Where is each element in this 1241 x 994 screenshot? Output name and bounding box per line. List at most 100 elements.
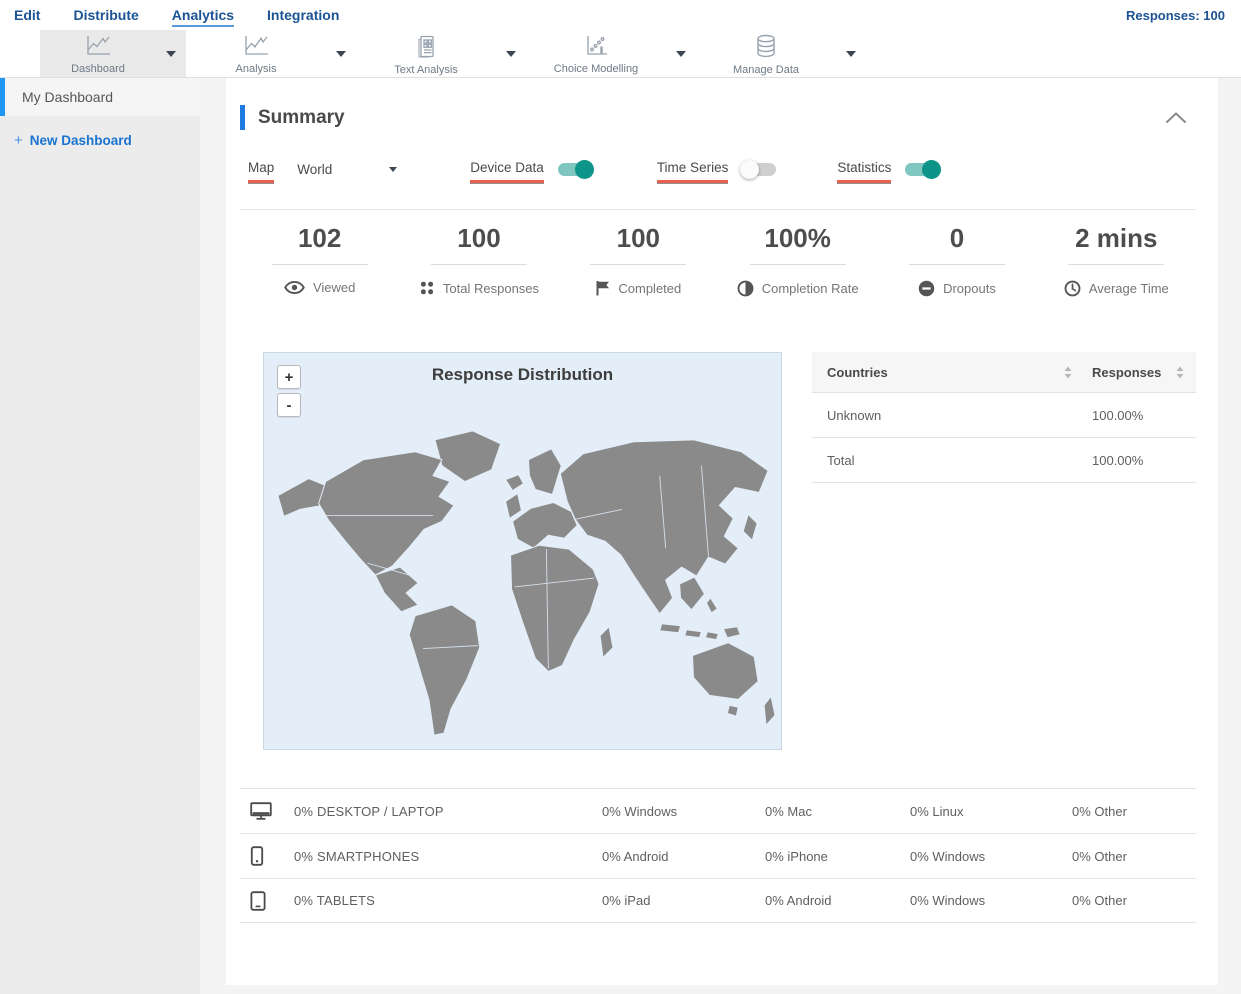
dashboard-dropdown-caret[interactable] bbox=[156, 50, 186, 57]
manage-data-dropdown-caret[interactable] bbox=[836, 50, 866, 57]
map-section: Response Distribution + - bbox=[240, 352, 1196, 750]
device-stat: 0% Windows bbox=[910, 893, 986, 908]
countries-header-cell[interactable]: Countries bbox=[827, 365, 1092, 380]
indonesia-3 bbox=[704, 631, 719, 641]
desktop-icon bbox=[240, 802, 294, 820]
device-data-toggle[interactable] bbox=[557, 160, 594, 179]
device-label: 0% TABLETS bbox=[294, 893, 375, 908]
time-series-label: Time Series bbox=[656, 160, 729, 183]
toolbar-item-dashboard-stack: Dashboard bbox=[40, 32, 156, 75]
stat-label: Average Time bbox=[1088, 281, 1169, 296]
nav-item-edit[interactable]: Edit bbox=[14, 6, 41, 23]
smartphone-icon bbox=[240, 846, 294, 866]
stat-completion-rate: 100% Completion Rate bbox=[718, 223, 877, 297]
countries-column-label: Countries bbox=[827, 364, 888, 380]
eye-icon bbox=[284, 280, 305, 295]
countries-table-header: Countries Responses bbox=[812, 352, 1196, 393]
device-label: 0% SMARTPHONES bbox=[294, 848, 420, 864]
new-dashboard-label: New Dashboard bbox=[29, 133, 132, 148]
stat-value: 2 mins bbox=[1075, 223, 1158, 253]
stat-divider bbox=[590, 264, 687, 265]
chevron-down-icon bbox=[389, 166, 398, 172]
stat-label-row: Viewed bbox=[240, 280, 399, 295]
text-analysis-dropdown-caret[interactable] bbox=[496, 50, 526, 57]
stat-viewed: 102 Viewed bbox=[240, 223, 399, 297]
stat-value: 100 bbox=[616, 223, 661, 253]
chevron-down-icon bbox=[506, 50, 516, 57]
chevron-down-icon bbox=[336, 50, 346, 57]
toolbar-item-analysis[interactable]: Analysis bbox=[186, 30, 356, 77]
toolbar-item-text-analysis[interactable]: Text Analysis bbox=[356, 30, 526, 77]
toolbar-item-label: Analysis bbox=[235, 63, 277, 75]
sidebar-item-my-dashboard[interactable]: My Dashboard bbox=[0, 78, 200, 116]
device-stat: 0% Other bbox=[1072, 803, 1127, 819]
map-region-select[interactable]: World bbox=[297, 162, 398, 182]
analysis-dropdown-caret[interactable] bbox=[326, 50, 356, 57]
stat-completed: 100 Completed bbox=[559, 223, 718, 297]
africa bbox=[510, 544, 600, 672]
zoom-out-button[interactable]: - bbox=[277, 393, 301, 417]
stat-divider bbox=[271, 264, 368, 265]
analytics-toolbar: Dashboard Analysis bbox=[0, 30, 1241, 78]
europe bbox=[512, 501, 578, 549]
sort-icon[interactable] bbox=[1064, 366, 1072, 379]
madagascar bbox=[599, 626, 614, 659]
section-title: Summary bbox=[258, 106, 345, 128]
device-stat: 0% Other bbox=[1072, 848, 1127, 864]
country-cell: Total bbox=[827, 452, 855, 468]
toolbar-item-choice-modelling[interactable]: Choice Modelling bbox=[526, 30, 696, 77]
indonesia bbox=[659, 623, 682, 634]
toolbar-item-label: Manage Data bbox=[732, 64, 800, 76]
page-body: My Dashboard + New Dashboard Summary Map… bbox=[0, 78, 1241, 994]
responses-header-cell[interactable]: Responses bbox=[1092, 365, 1184, 380]
collapse-section-button[interactable] bbox=[1166, 112, 1186, 123]
stat-label: Completion Rate bbox=[761, 281, 859, 296]
table-row: 0% TABLETS 0% iPad 0% Android 0% Windows… bbox=[240, 878, 1196, 923]
new-dashboard-button[interactable]: + New Dashboard bbox=[14, 132, 200, 149]
scatter-chart-icon bbox=[584, 35, 608, 62]
time-series-toggle[interactable] bbox=[740, 160, 777, 179]
stat-label-row: Completion Rate bbox=[718, 280, 877, 297]
countries-table: Countries Responses Unknown 100.00% bbox=[812, 352, 1196, 750]
toggle-knob bbox=[574, 160, 594, 179]
stat-label-row: Average Time bbox=[1037, 280, 1196, 297]
table-row: 0% SMARTPHONES 0% Android 0% iPhone 0% W… bbox=[240, 833, 1196, 878]
stat-value: 100 bbox=[457, 223, 501, 253]
nav-item-integration[interactable]: Integration bbox=[267, 6, 340, 23]
contrast-icon bbox=[737, 280, 754, 297]
toolbar-item-dashboard[interactable]: Dashboard bbox=[40, 30, 186, 77]
stat-label-row: Completed bbox=[559, 280, 718, 296]
stat-value: 0 bbox=[949, 223, 965, 253]
summary-header: Summary bbox=[240, 78, 1196, 130]
stat-label-row: Total Responses bbox=[399, 280, 558, 296]
toggle-knob bbox=[740, 160, 760, 179]
device-stat: 0% Mac bbox=[765, 803, 812, 819]
stat-label: Viewed bbox=[312, 280, 356, 295]
stat-label-row: Dropouts bbox=[877, 280, 1036, 297]
world-map-svg bbox=[277, 430, 776, 736]
philippines bbox=[705, 597, 718, 614]
new-zealand bbox=[763, 695, 776, 726]
responses-cell: 100.00% bbox=[1092, 407, 1144, 423]
document-grid-icon bbox=[415, 35, 437, 63]
chevron-down-icon bbox=[676, 50, 686, 57]
sort-icon[interactable] bbox=[1176, 366, 1184, 379]
nav-item-analytics[interactable]: Analytics bbox=[171, 4, 235, 27]
toolbar-item-manage-data-stack: Manage Data bbox=[696, 31, 836, 76]
zoom-in-button[interactable]: + bbox=[277, 365, 301, 389]
nav-item-distribute[interactable]: Distribute bbox=[73, 6, 139, 23]
chevron-up-icon bbox=[1166, 112, 1186, 123]
minus-circle-icon bbox=[918, 280, 935, 297]
choice-modelling-dropdown-caret[interactable] bbox=[666, 50, 696, 57]
device-stat: 0% Linux bbox=[910, 803, 964, 819]
stats-row: 102 Viewed 100 Total Responses 100 bbox=[240, 223, 1196, 297]
country-cell: Unknown bbox=[827, 407, 882, 423]
statistics-toggle[interactable] bbox=[905, 160, 942, 179]
toolbar-item-manage-data[interactable]: Manage Data bbox=[696, 30, 866, 77]
responses-cell: 100.00% bbox=[1092, 452, 1144, 468]
map-label: Map bbox=[248, 160, 275, 183]
response-distribution-map[interactable]: Response Distribution + - bbox=[263, 352, 782, 750]
stat-dropouts: 0 Dropouts bbox=[877, 223, 1036, 297]
device-stat: 0% Android bbox=[602, 848, 669, 864]
toolbar-item-label: Text Analysis bbox=[394, 63, 458, 76]
